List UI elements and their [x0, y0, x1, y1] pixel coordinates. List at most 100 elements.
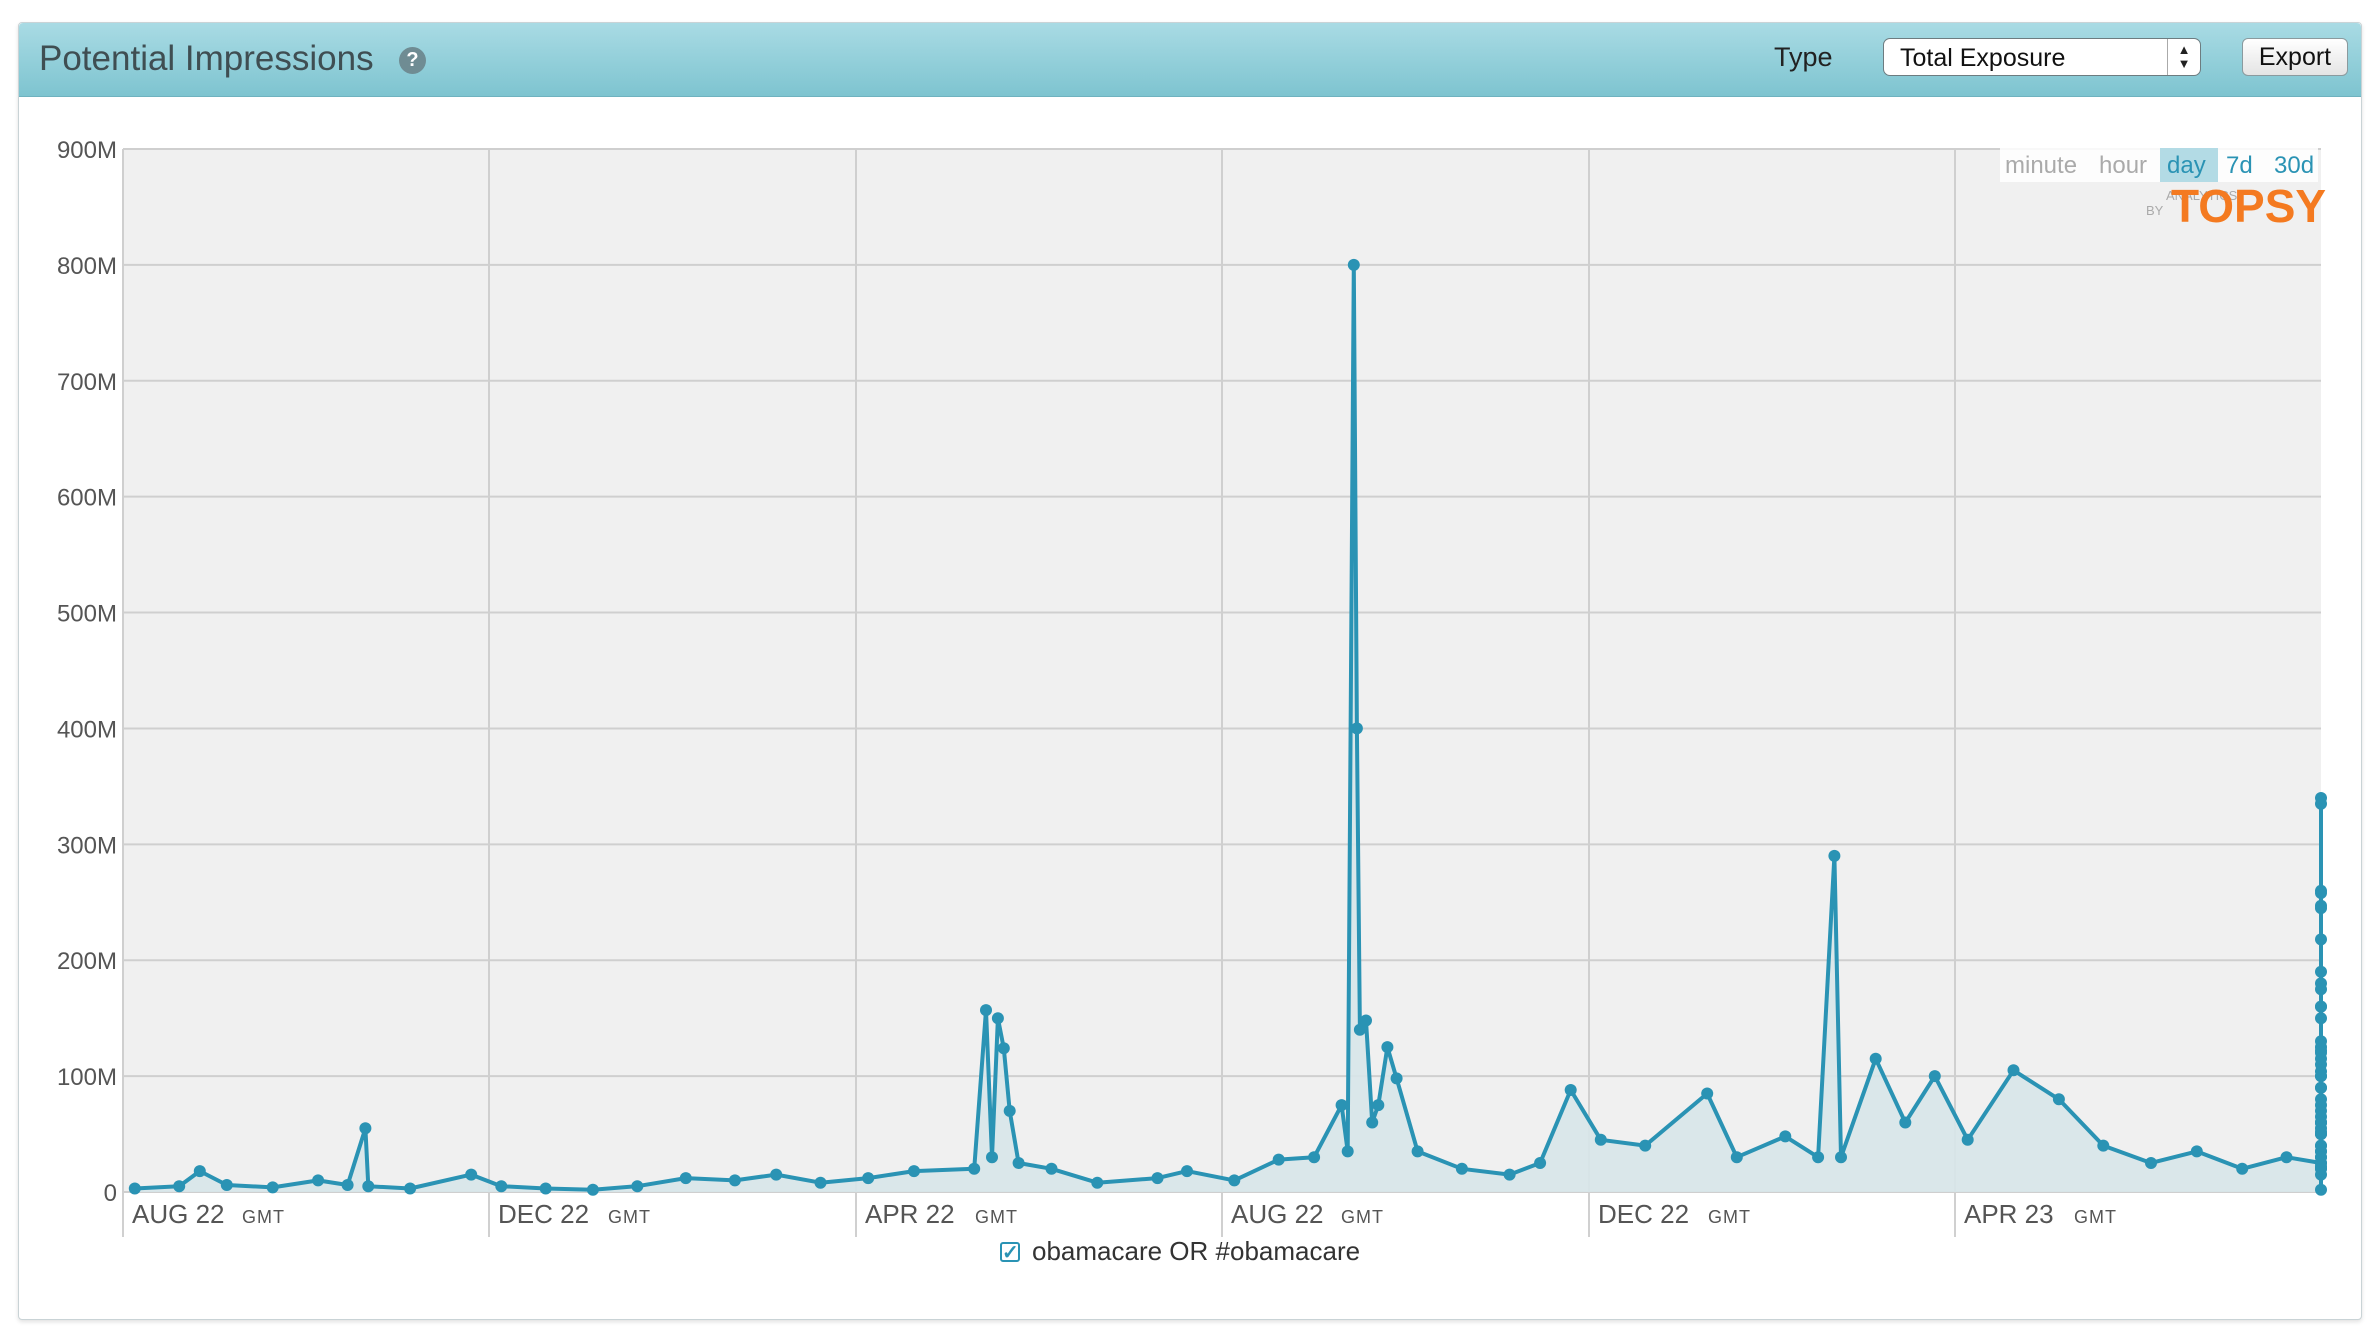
type-select[interactable]: Total Exposure ▲ ▼ — [1883, 38, 2201, 76]
data-point — [266, 1181, 279, 1194]
data-point — [862, 1172, 875, 1185]
data-point — [2315, 983, 2327, 996]
y-tick-label: 900M — [57, 137, 117, 164]
y-tick-label: 800M — [57, 253, 117, 280]
data-point — [2315, 1000, 2327, 1013]
data-point — [2315, 1160, 2327, 1173]
data-point — [2315, 1012, 2327, 1025]
panel-title: Potential Impressions — [39, 39, 374, 78]
data-point — [770, 1168, 783, 1181]
data-point — [1730, 1151, 1743, 1164]
data-point — [362, 1180, 375, 1193]
data-point — [2097, 1139, 2110, 1152]
data-point — [1360, 1014, 1372, 1027]
x-tick-label: APR 23 — [1964, 1199, 2054, 1229]
x-axis: AUG 22 GMT DEC 22 GMT APR 22 GMT AUG 22 GMT DEC … — [122, 1192, 2116, 1237]
export-button[interactable]: Export — [2242, 38, 2348, 76]
resolution-30d[interactable]: 30d — [2274, 152, 2314, 179]
y-axis: 0 100M 200M 300M 400M 500M 600M 700M 800M 900M — [57, 137, 117, 1207]
data-point — [220, 1179, 233, 1191]
data-point — [1534, 1157, 1547, 1169]
x-tick-suffix: GMT — [608, 1207, 651, 1227]
data-point — [814, 1176, 827, 1189]
data-point — [2315, 1046, 2327, 1059]
legend: ✓ obamacare OR #obamacare — [1000, 1236, 1360, 1267]
y-tick-label: 700M — [57, 369, 117, 396]
grid — [122, 148, 2321, 1193]
resolution-day[interactable]: day — [2167, 152, 2206, 179]
data-point — [539, 1182, 552, 1195]
x-tick-suffix: GMT — [975, 1207, 1018, 1227]
data-point — [495, 1180, 508, 1193]
data-point — [1045, 1162, 1058, 1175]
data-point — [968, 1162, 981, 1175]
data-point — [1594, 1133, 1607, 1146]
data-point — [1372, 1099, 1385, 1112]
type-label: Type — [1774, 42, 1833, 72]
data-point — [2145, 1157, 2157, 1169]
data-point — [2315, 1035, 2327, 1048]
data-point — [1779, 1130, 1792, 1143]
data-point — [997, 1042, 1010, 1055]
data-point — [1812, 1151, 1825, 1164]
data-point — [2315, 1183, 2327, 1196]
data-point — [728, 1174, 741, 1187]
data-point — [1341, 1145, 1354, 1158]
data-point — [2315, 1093, 2327, 1106]
data-point — [404, 1182, 417, 1195]
data-point — [128, 1182, 141, 1195]
data-point — [1390, 1072, 1403, 1085]
legend-checkbox[interactable]: ✓ — [1000, 1241, 1020, 1264]
legend-label: obamacare OR #obamacare — [1032, 1236, 1361, 1266]
data-point — [2052, 1093, 2065, 1106]
x-tick-suffix: GMT — [1708, 1207, 1751, 1227]
data-point — [341, 1179, 354, 1191]
type-select-value: Total Exposure — [1900, 44, 2066, 72]
x-tick-label: AUG 22 — [1231, 1199, 1324, 1229]
data-point — [1353, 1023, 1366, 1036]
resolution-selected-bg — [2160, 148, 2218, 182]
data-point — [1869, 1052, 1882, 1065]
data-point — [1335, 1099, 1348, 1112]
data-point — [1366, 1116, 1379, 1129]
y-tick-label: 400M — [57, 716, 117, 743]
data-point — [1503, 1168, 1516, 1181]
data-point — [1701, 1087, 1714, 1100]
data-point — [1181, 1165, 1193, 1178]
x-tick-suffix: GMT — [1341, 1207, 1384, 1227]
data-point — [1151, 1172, 1164, 1185]
data-point — [2007, 1064, 2020, 1077]
data-point — [586, 1183, 599, 1196]
data-point — [991, 1012, 1004, 1025]
data-point — [1564, 1084, 1577, 1096]
y-tick-label: 600M — [57, 485, 117, 512]
select-arrows-icon: ▲ ▼ — [2167, 39, 2200, 75]
data-point — [1350, 722, 1363, 735]
data-point — [1381, 1041, 1394, 1054]
resolution-minute[interactable]: minute — [2005, 152, 2077, 179]
data-point — [2315, 1125, 2327, 1138]
y-tick-label: 0 — [104, 1180, 117, 1207]
topsy-by-text: BY — [2146, 203, 2164, 218]
data-point — [1347, 258, 1360, 271]
data-point — [908, 1165, 920, 1178]
resolution-7d[interactable]: 7d — [2226, 152, 2253, 179]
data-point — [2315, 965, 2327, 978]
x-tick-label: APR 22 — [865, 1199, 955, 1229]
data-point — [1411, 1145, 1424, 1158]
data-point — [2236, 1162, 2249, 1175]
data-point — [986, 1151, 998, 1164]
resolution-hour[interactable]: hour — [2099, 152, 2147, 179]
data-point — [1272, 1153, 1285, 1166]
y-tick-label: 100M — [57, 1064, 117, 1091]
data-point — [193, 1165, 206, 1178]
x-tick-label: DEC 22 — [498, 1199, 589, 1229]
question-circle-icon[interactable]: ? — [399, 47, 426, 74]
data-point — [2315, 902, 2327, 915]
x-tick-label: AUG 22 — [132, 1199, 225, 1229]
data-point — [1091, 1176, 1104, 1189]
y-tick-label: 300M — [57, 832, 117, 859]
data-point — [1961, 1133, 1974, 1146]
data-point — [2315, 797, 2327, 810]
